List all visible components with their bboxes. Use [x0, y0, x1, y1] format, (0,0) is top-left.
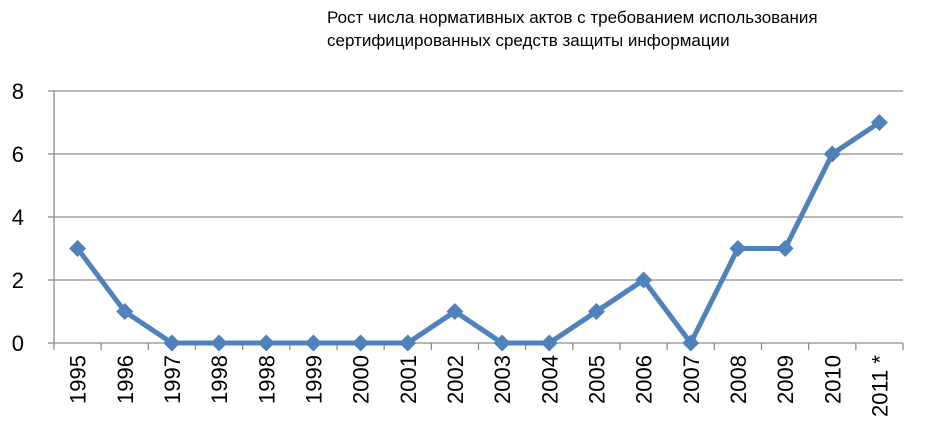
data-point — [257, 334, 275, 352]
data-point — [729, 240, 747, 257]
y-tick-label: 0 — [12, 331, 24, 356]
y-tick-label: 6 — [12, 142, 24, 167]
x-tick-label: 1997 — [160, 355, 185, 404]
y-tick-label: 2 — [12, 268, 24, 293]
y-tick-labels: 0 2 4 6 8 — [12, 79, 24, 356]
data-point — [870, 114, 888, 131]
x-tick-label: 1996 — [113, 355, 138, 404]
data-point — [493, 334, 511, 352]
data-point — [776, 240, 794, 257]
x-tick-label: 2007 — [679, 355, 704, 404]
data-point — [304, 334, 322, 352]
data-point — [540, 334, 558, 352]
data-point — [69, 240, 87, 257]
data-point — [163, 334, 181, 352]
data-point — [210, 334, 228, 352]
data-point — [587, 303, 605, 320]
x-tick-label: 1998 — [207, 355, 232, 404]
x-tick-label: 1995 — [66, 355, 91, 404]
x-tick-label: 2008 — [726, 355, 751, 404]
data-point — [116, 303, 134, 320]
data-point — [352, 334, 370, 352]
y-tick-label: 8 — [12, 79, 24, 104]
x-tick-label: 2002 — [443, 355, 468, 404]
axes — [48, 90, 904, 350]
chart-title: Рост числа нормативных актов с требовани… — [327, 8, 818, 50]
data-point — [823, 145, 841, 163]
series-line — [75, 120, 881, 346]
data-point — [446, 303, 464, 320]
x-tick-label: 2000 — [349, 355, 374, 404]
x-tick-label: 2005 — [584, 355, 609, 404]
x-tick-label: 1999 — [301, 355, 326, 404]
data-point — [399, 334, 417, 352]
x-tick-label: 2004 — [537, 355, 562, 404]
series-group — [69, 114, 888, 352]
gridlines — [54, 90, 903, 281]
x-tick-label: 2009 — [773, 355, 798, 404]
x-tick-label: 2010 — [820, 355, 845, 404]
y-tick-label: 4 — [12, 205, 24, 230]
x-tick-labels: 1995 1996 1997 1998 1998 1999 2000 2001 2002 2003… — [66, 355, 893, 417]
data-point — [682, 334, 700, 352]
x-tick-label: 2001 — [396, 355, 421, 404]
x-tick-label: 2011 * — [867, 355, 892, 417]
x-tick-label: 2003 — [490, 355, 515, 404]
x-tick-label: 2006 — [632, 355, 657, 404]
data-point — [635, 271, 653, 289]
x-tick-label: 1998 — [254, 355, 279, 404]
